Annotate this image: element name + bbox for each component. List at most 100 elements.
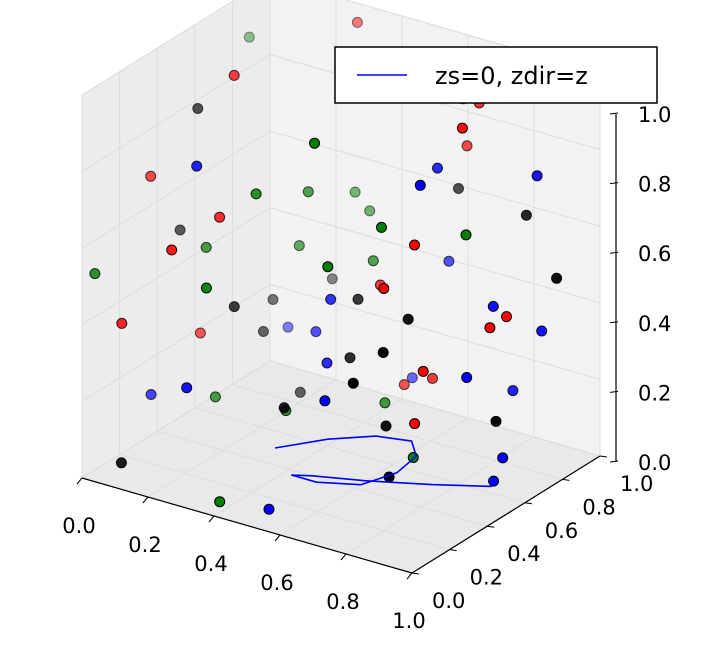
grid-lines: [81, 0, 601, 574]
scatter-point: [310, 326, 322, 338]
scatter-point: [145, 170, 157, 182]
scatter-point: [453, 183, 464, 194]
scatter-point: [414, 179, 426, 191]
x-tick-mark: [208, 515, 215, 523]
scatter-point: [166, 244, 178, 256]
z-tick-label: 0.6: [638, 242, 671, 266]
scatter-point: [294, 386, 306, 398]
scatter-point: [352, 293, 364, 305]
scatter-point: [174, 224, 186, 236]
scatter-point: [200, 282, 212, 294]
x-tick-label: 0.6: [260, 571, 293, 595]
scatter-point: [326, 273, 338, 285]
scatter-point: [321, 357, 333, 369]
scatter-point: [497, 452, 509, 464]
z-tick-label: 0.2: [638, 381, 671, 405]
scatter-point: [520, 209, 532, 221]
scatter-point: [432, 162, 443, 174]
scatter-point: [398, 379, 410, 391]
x-tick-label: 0.2: [128, 533, 161, 557]
y-tick-mark: [562, 478, 570, 481]
y-tick-mark: [411, 572, 420, 575]
scatter-point: [257, 326, 269, 337]
scatter-point: [214, 496, 226, 508]
z-tick-label: 0.0: [638, 451, 671, 475]
x-tick-label: 0.8: [326, 590, 359, 614]
scatter-point: [531, 170, 543, 182]
scatter-point: [487, 300, 499, 312]
y-tick-label: 0.2: [470, 566, 503, 590]
scatter-point: [379, 397, 391, 409]
scatter-point: [282, 321, 294, 333]
y-tick-mark: [524, 502, 532, 505]
y-tick-label: 0.4: [507, 542, 540, 566]
y-axis-line: [411, 455, 601, 574]
scatter-point: [302, 186, 314, 198]
line-series-path: [274, 435, 492, 488]
y-tick-label: 0.6: [545, 519, 578, 543]
z-tick-mark: [609, 460, 619, 463]
line-series: [274, 435, 492, 488]
scatter-point: [145, 389, 157, 400]
scatter-point: [402, 313, 414, 325]
scatter-point: [488, 475, 500, 487]
scatter-point: [551, 272, 563, 284]
x-tick-mark: [406, 572, 413, 580]
scatter-point: [536, 325, 548, 337]
scatter-point: [427, 372, 438, 384]
scatter-point: [490, 415, 502, 427]
scatter-point: [377, 347, 389, 358]
y-tick-mark: [449, 549, 457, 552]
y-tick-mark: [487, 525, 495, 528]
legend: zs=0, zdir=z: [334, 46, 658, 104]
scatter-point: [344, 352, 356, 364]
x-tick-mark: [340, 553, 347, 561]
grid-line-y: [231, 1, 563, 480]
scatter-point: [347, 377, 359, 389]
x-tick-label: 0.4: [194, 552, 227, 576]
z-tick-mark: [609, 390, 619, 393]
scatter-point: [409, 239, 420, 251]
z-tick-mark: [609, 321, 619, 324]
scatter-point: [192, 103, 204, 114]
scatter-point: [214, 211, 226, 223]
scatter-point: [322, 261, 334, 273]
scatter-point: [461, 140, 473, 152]
scatter-point: [380, 420, 392, 432]
scatter-point: [364, 205, 376, 217]
axis-lines: [76, 112, 619, 580]
scatter-point: [319, 395, 331, 407]
axes-panes: [80, 0, 602, 574]
tick-labels: 0.00.20.40.60.81.00.00.20.40.60.81.00.00…: [62, 103, 671, 633]
scatter-point: [501, 311, 512, 323]
scatter-point: [278, 402, 290, 414]
scatter-point: [116, 317, 128, 329]
z-tick-label: 1.0: [638, 103, 671, 127]
scatter-point: [325, 293, 337, 305]
grid-line-y: [269, 0, 601, 457]
scatter-point: [406, 372, 418, 384]
scatter-point: [456, 122, 468, 134]
legend-label: zs=0, zdir=z: [435, 62, 588, 90]
x-axis-line: [81, 477, 413, 574]
z-tick-label: 0.4: [638, 312, 671, 336]
x-tick-mark: [76, 477, 83, 485]
scatter-point: [309, 137, 320, 149]
scatter-point: [209, 391, 221, 403]
scatter-point: [484, 322, 496, 334]
scatter-point: [89, 268, 101, 280]
scatter-point: [409, 418, 421, 430]
y-tick-label: 0.0: [432, 589, 465, 613]
scatter-point: [367, 255, 379, 267]
scatter-point: [228, 301, 240, 313]
scatter-point: [243, 31, 255, 43]
z-tick-mark: [609, 112, 619, 115]
scatter-point: [507, 385, 519, 397]
scatter-point: [194, 327, 206, 339]
y-tick-label: 1.0: [620, 472, 653, 496]
grid-line-z: [81, 0, 601, 96]
z-tick-label: 0.8: [638, 173, 671, 197]
scatter-point: [460, 229, 472, 241]
scatter-point: [443, 255, 455, 267]
